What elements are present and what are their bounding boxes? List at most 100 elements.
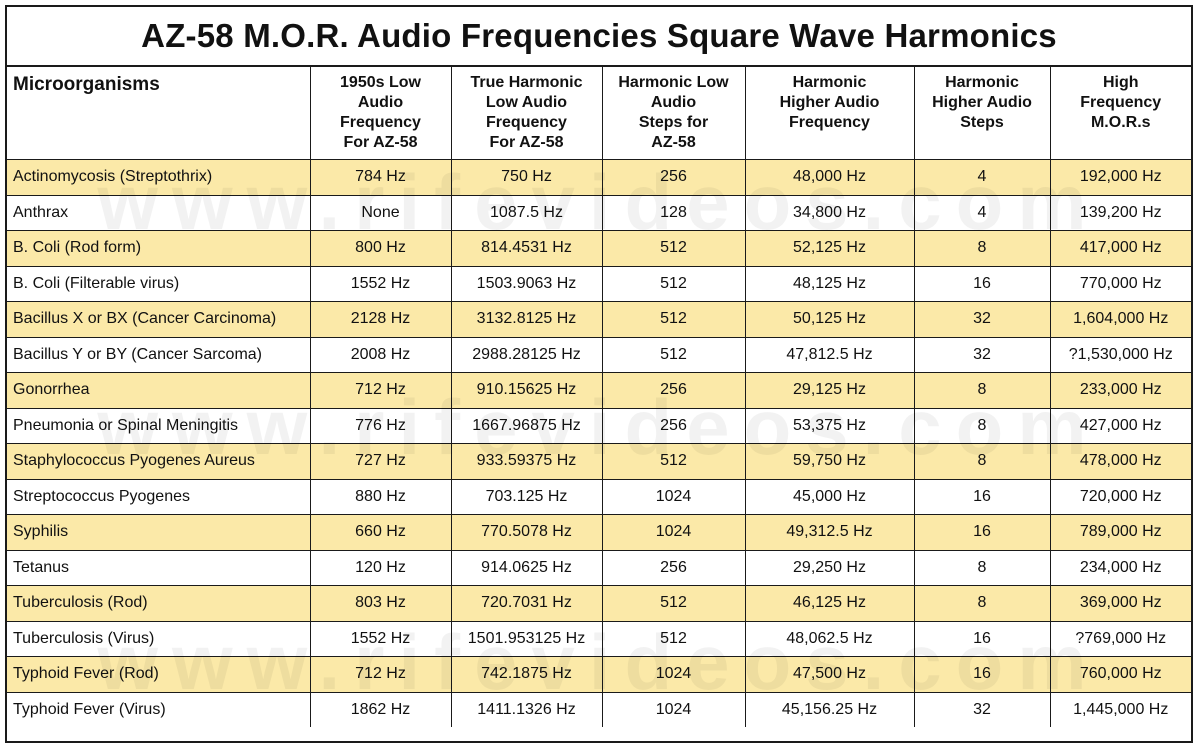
table-cell: 8 — [913, 549, 1051, 586]
table-cell: None — [309, 194, 452, 231]
table-cell: 34,800 Hz — [744, 194, 915, 231]
table-cell: 2988.28125 Hz — [450, 336, 603, 373]
table-cell: 1087.5 Hz — [450, 194, 603, 231]
table-cell: 720.7031 Hz — [450, 585, 603, 622]
table-frame: AZ-58 M.O.R. Audio Frequencies Square Wa… — [5, 5, 1193, 743]
table-cell: 128 — [601, 194, 746, 231]
table-row: Staphylococcus Pyogenes Aureus 727 Hz 933.… — [7, 443, 1191, 480]
table-cell: 760,000 Hz — [1049, 656, 1191, 693]
table-cell: 712 Hz — [309, 656, 452, 693]
microorganism-name: Pneumonia or Spinal Meningitis — [7, 407, 311, 444]
table-cell: 1024 — [601, 478, 746, 515]
table-cell: 46,125 Hz — [744, 585, 915, 622]
table-cell: 16 — [913, 514, 1051, 551]
table-cell: 478,000 Hz — [1049, 443, 1191, 480]
table-cell: 16 — [913, 620, 1051, 657]
table-cell: 32 — [913, 691, 1051, 727]
table-cell: 256 — [601, 372, 746, 409]
table-cell: 750 Hz — [450, 159, 603, 196]
microorganism-name: Bacillus Y or BY (Cancer Sarcoma) — [7, 336, 311, 373]
table-cell: 48,062.5 Hz — [744, 620, 915, 657]
microorganism-name: Typhoid Fever (Rod) — [7, 656, 311, 693]
table-cell: 914.0625 Hz — [450, 549, 603, 586]
table-body: Actinomycosis (Streptothrix) 784 Hz 750 Hz… — [7, 159, 1191, 727]
table-row: Streptococcus Pyogenes 880 Hz 703.125 Hz 10… — [7, 478, 1191, 515]
table-cell: 712 Hz — [309, 372, 452, 409]
table-cell: 256 — [601, 407, 746, 444]
table-cell: 8 — [913, 407, 1051, 444]
table-row: Pneumonia or Spinal Meningitis 776 Hz 1667… — [7, 407, 1191, 444]
table-cell: 770.5078 Hz — [450, 514, 603, 551]
table-cell: 1667.96875 Hz — [450, 407, 603, 444]
table-cell: 59,750 Hz — [744, 443, 915, 480]
table-cell: 8 — [913, 443, 1051, 480]
table-cell: 45,156.25 Hz — [744, 691, 915, 727]
microorganism-name: Typhoid Fever (Virus) — [7, 691, 311, 727]
table-cell: 727 Hz — [309, 443, 452, 480]
table-cell: 1024 — [601, 691, 746, 727]
column-header: 1950s Low Audio Frequency For AZ-58 — [309, 67, 452, 160]
table-cell: 139,200 Hz — [1049, 194, 1191, 231]
microorganism-name: Bacillus X or BX (Cancer Carcinoma) — [7, 301, 311, 338]
table-cell: 512 — [601, 230, 746, 267]
table-cell: 660 Hz — [309, 514, 452, 551]
table-cell: 52,125 Hz — [744, 230, 915, 267]
microorganism-name: Syphilis — [7, 514, 311, 551]
table-cell: 8 — [913, 585, 1051, 622]
table-cell: 48,000 Hz — [744, 159, 915, 196]
table-cell: 1862 Hz — [309, 691, 452, 727]
table-row: Typhoid Fever (Virus) 1862 Hz 1411.1326 Hz… — [7, 691, 1191, 727]
table-cell: 1552 Hz — [309, 265, 452, 302]
table-cell: 512 — [601, 585, 746, 622]
table-cell: 1,604,000 Hz — [1049, 301, 1191, 338]
column-header: High Frequency M.O.R.s — [1049, 67, 1191, 160]
table-cell: 417,000 Hz — [1049, 230, 1191, 267]
table-row: Bacillus X or BX (Cancer Carcinoma) 2128 … — [7, 301, 1191, 338]
table-cell: 720,000 Hz — [1049, 478, 1191, 515]
table-cell: 47,812.5 Hz — [744, 336, 915, 373]
table-cell: 369,000 Hz — [1049, 585, 1191, 622]
microorganism-name: Streptococcus Pyogenes — [7, 478, 311, 515]
table-cell: 4 — [913, 194, 1051, 231]
table-row: Tetanus 120 Hz 914.0625 Hz 256 29,250 Hz 8 234… — [7, 549, 1191, 586]
table-row: B. Coli (Filterable virus) 1552 Hz 1503.90… — [7, 265, 1191, 302]
table-row: Tuberculosis (Rod) 803 Hz 720.7031 Hz 512 46… — [7, 585, 1191, 622]
frequency-table: Microorganisms 1950s Low Audio Frequency… — [7, 67, 1191, 727]
table-cell: 1411.1326 Hz — [450, 691, 603, 727]
table-cell: 784 Hz — [309, 159, 452, 196]
table-cell: 2128 Hz — [309, 301, 452, 338]
column-header: Harmonic Higher Audio Steps — [913, 67, 1051, 160]
table-row: B. Coli (Rod form) 800 Hz 814.4531 Hz 512 52… — [7, 230, 1191, 267]
table-cell: 16 — [913, 265, 1051, 302]
table-cell: 234,000 Hz — [1049, 549, 1191, 586]
table-row: Tuberculosis (Virus) 1552 Hz 1501.953125 H… — [7, 620, 1191, 657]
column-header: Microorganisms — [7, 67, 311, 160]
table-cell: 770,000 Hz — [1049, 265, 1191, 302]
table-cell: 512 — [601, 443, 746, 480]
table-cell: 910.15625 Hz — [450, 372, 603, 409]
table-cell: 256 — [601, 159, 746, 196]
table-row: Gonorrhea 712 Hz 910.15625 Hz 256 29,125 Hz 8… — [7, 372, 1191, 409]
microorganism-name: Anthrax — [7, 194, 311, 231]
microorganism-name: B. Coli (Filterable virus) — [7, 265, 311, 302]
table-cell: 233,000 Hz — [1049, 372, 1191, 409]
table-cell: ?1,530,000 Hz — [1049, 336, 1191, 373]
microorganism-name: Staphylococcus Pyogenes Aureus — [7, 443, 311, 480]
table-cell: 1,445,000 Hz — [1049, 691, 1191, 727]
table-cell: 53,375 Hz — [744, 407, 915, 444]
microorganism-name: B. Coli (Rod form) — [7, 230, 311, 267]
column-header: True Harmonic Low Audio Frequency For AZ… — [450, 67, 603, 160]
table-cell: ?769,000 Hz — [1049, 620, 1191, 657]
page-title: AZ-58 M.O.R. Audio Frequencies Square Wa… — [7, 7, 1191, 67]
table-cell: 512 — [601, 336, 746, 373]
table-cell: 512 — [601, 620, 746, 657]
table-cell: 32 — [913, 336, 1051, 373]
header-row: Microorganisms 1950s Low Audio Frequency… — [7, 67, 1191, 160]
table-cell: 47,500 Hz — [744, 656, 915, 693]
table-cell: 427,000 Hz — [1049, 407, 1191, 444]
table-cell: 789,000 Hz — [1049, 514, 1191, 551]
table-cell: 1501.953125 Hz — [450, 620, 603, 657]
column-header: Harmonic Low Audio Steps for AZ-58 — [601, 67, 746, 160]
table-cell: 48,125 Hz — [744, 265, 915, 302]
table-cell: 1503.9063 Hz — [450, 265, 603, 302]
